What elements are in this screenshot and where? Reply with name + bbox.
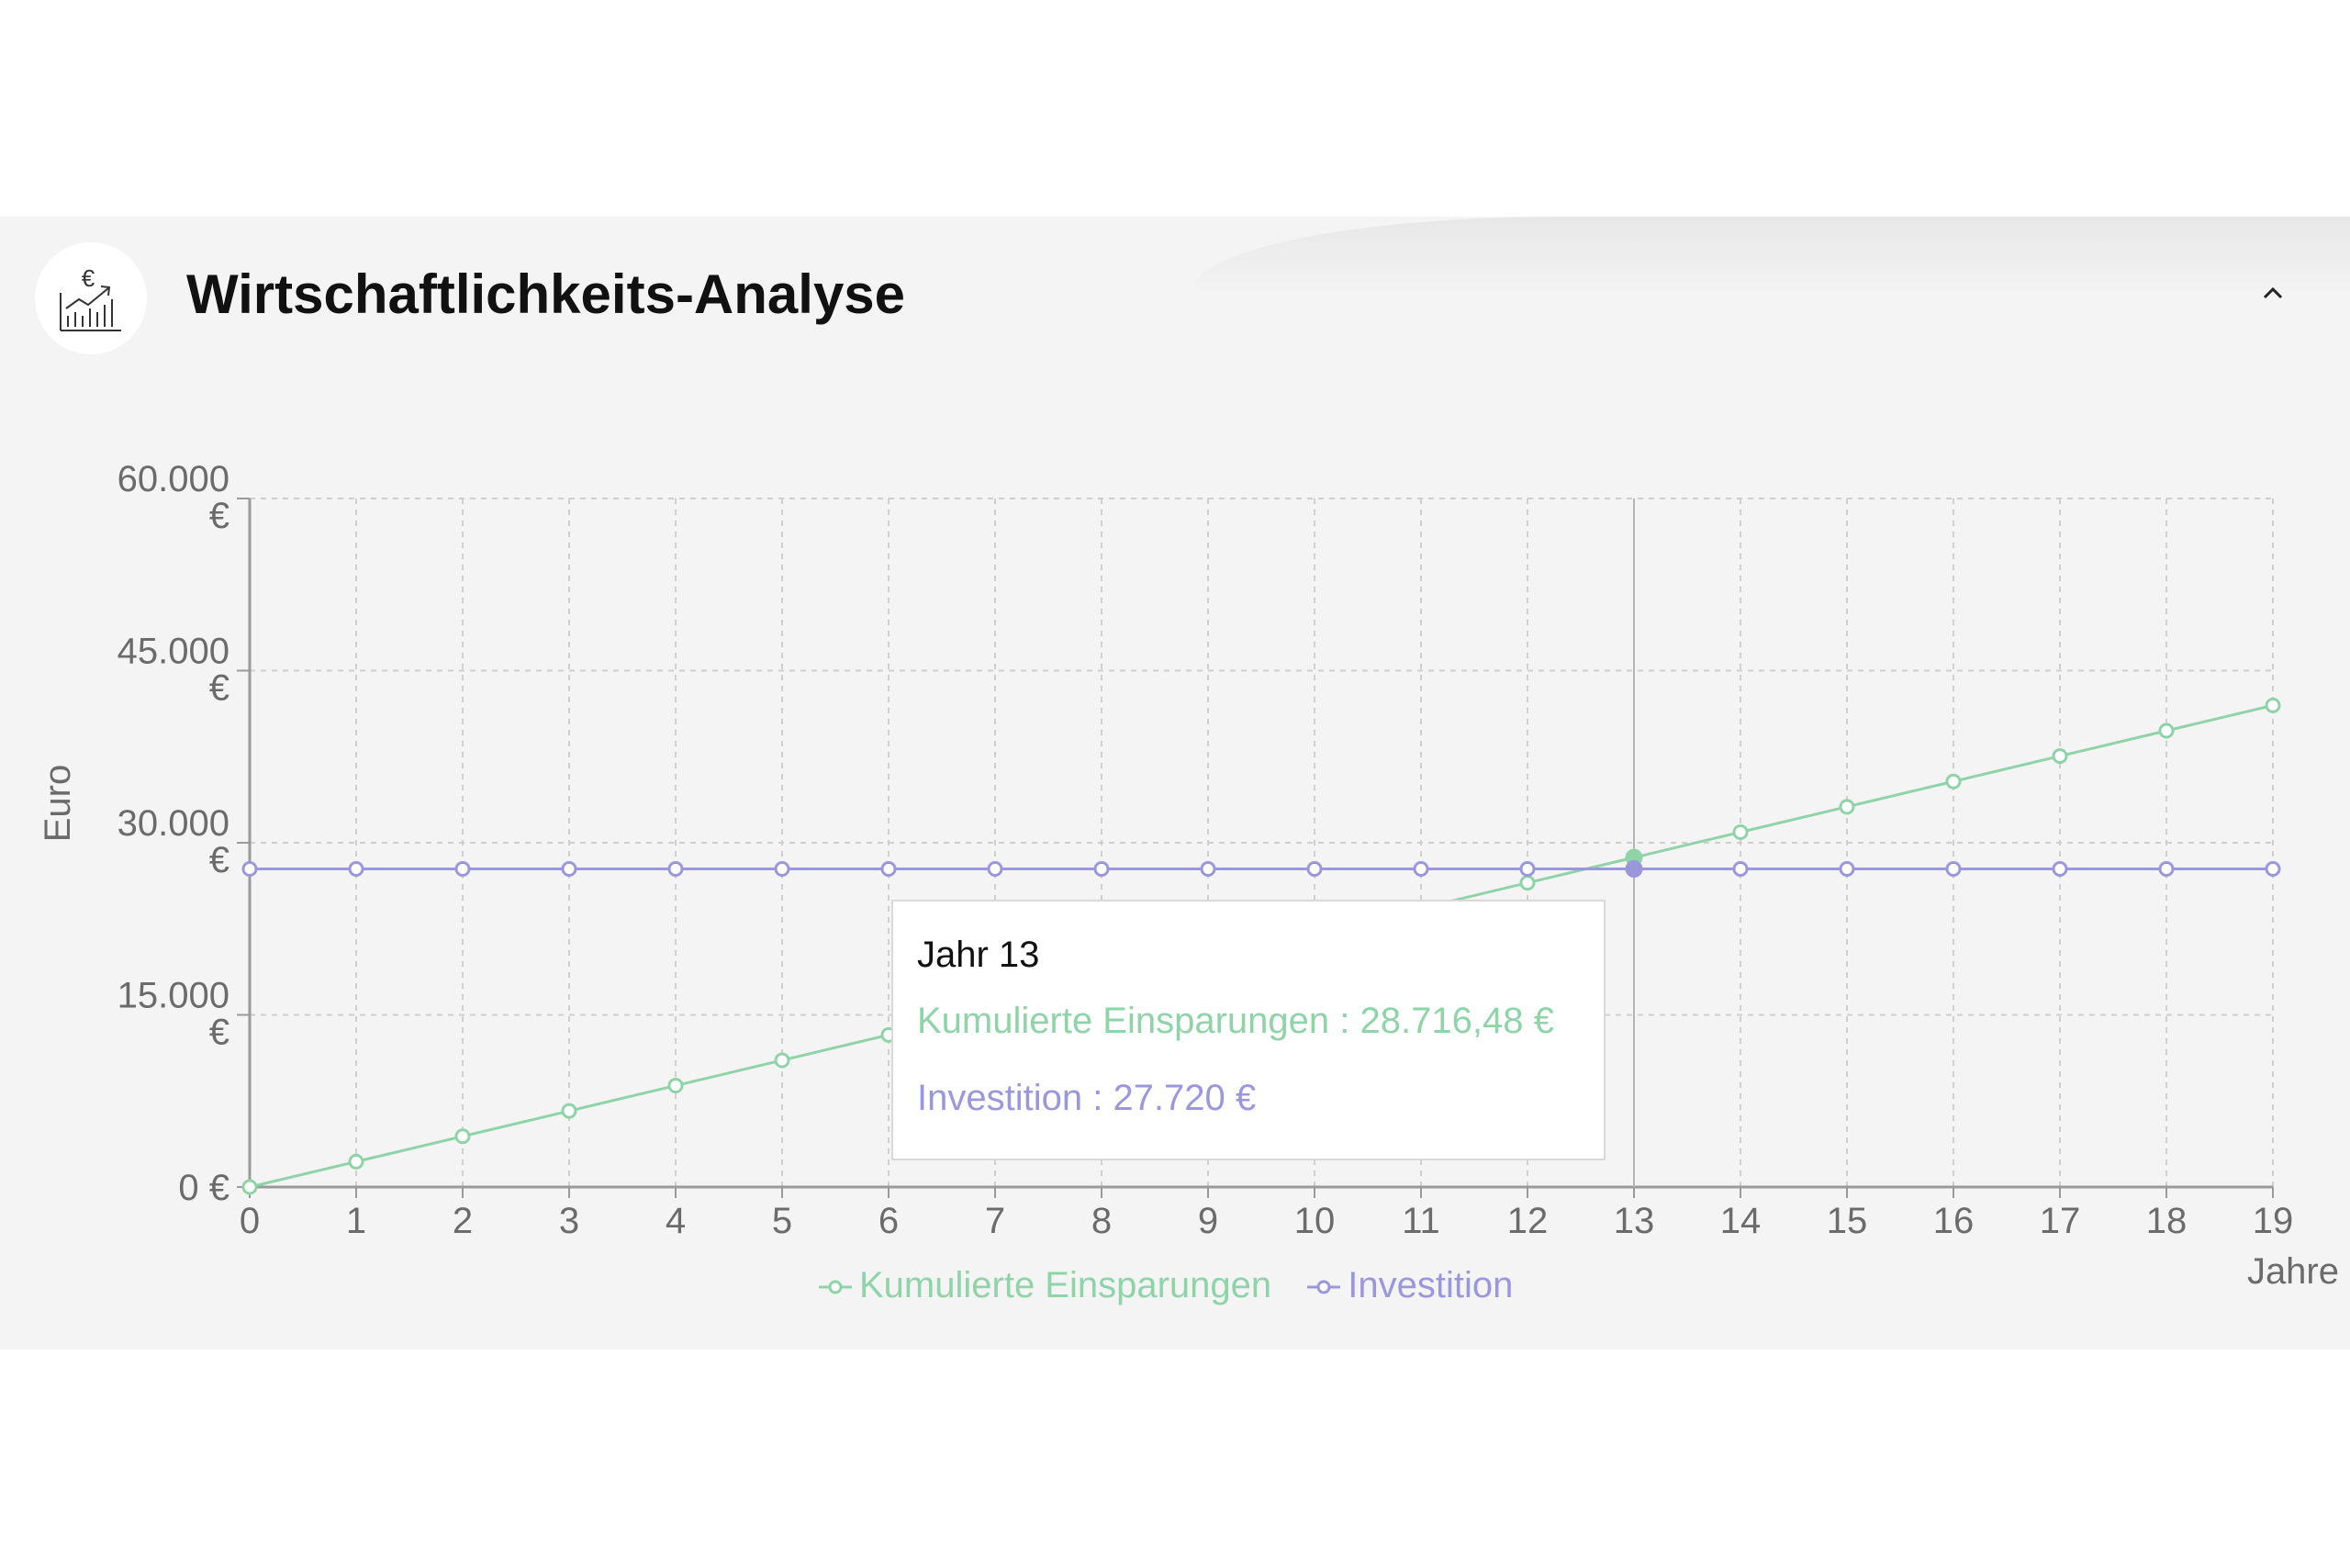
data-point (1519, 875, 1536, 891)
legend-label-savings: Kumulierte Einsparungen (859, 1265, 1272, 1305)
svg-text:€: € (82, 264, 95, 292)
collapse-button[interactable] (2253, 272, 2293, 312)
data-point (1519, 861, 1536, 877)
page-title: Wirtschaftlichkeits-Analyse (186, 263, 906, 325)
tooltip-title: Jahr 13 (917, 935, 1040, 975)
x-tick-label: 6 (878, 1201, 899, 1241)
data-point (667, 1078, 684, 1094)
data-point (1093, 861, 1110, 877)
data-point (2265, 697, 2281, 713)
chart-tooltip: Jahr 13 Kumulierte Einsparungen : 28.716… (891, 900, 1606, 1160)
chevron-up-icon (2263, 286, 2283, 299)
x-tick-label: 2 (453, 1201, 473, 1241)
data-point (1200, 861, 1216, 877)
data-point (1839, 861, 1855, 877)
x-tick-label: 19 (2253, 1201, 2294, 1241)
x-tick-label: 10 (1294, 1201, 1336, 1241)
x-tick-label: 15 (1827, 1201, 1868, 1241)
x-axis-title: Jahre (2247, 1251, 2339, 1292)
data-point (561, 861, 577, 877)
chart-legend: Kumulierte Einsparungen Investition (817, 1265, 1537, 1306)
data-point (241, 861, 258, 877)
y-tick-label: 0 € (178, 1168, 229, 1208)
legend-item-savings[interactable]: Kumulierte Einsparungen (817, 1265, 1271, 1306)
data-point (774, 861, 790, 877)
data-point (1306, 861, 1323, 877)
data-point (454, 1128, 471, 1145)
y-tick-label: 60.000 € (118, 459, 229, 536)
tooltip-row-savings: Kumulierte Einsparungen : 28.716,48 € (917, 1001, 1554, 1041)
data-point (667, 861, 684, 877)
x-tick-label: 16 (1933, 1201, 1975, 1241)
data-point (2052, 861, 2068, 877)
data-point (561, 1103, 577, 1119)
x-tick-label: 7 (985, 1201, 1005, 1241)
data-point (348, 861, 364, 877)
x-tick-label: 17 (2040, 1201, 2081, 1241)
data-point (2265, 861, 2281, 877)
x-tick-label: 12 (1507, 1201, 1549, 1241)
data-point (1732, 823, 1749, 840)
x-tick-label: 0 (240, 1201, 260, 1241)
legend-label-investment: Investition (1348, 1265, 1514, 1305)
y-tick-label: 15.000 € (118, 976, 229, 1053)
data-point (1945, 861, 1962, 877)
tooltip-row-investment: Investition : 27.720 € (917, 1078, 1257, 1118)
x-tick-label: 18 (2146, 1201, 2188, 1241)
x-tick-label: 5 (772, 1201, 792, 1241)
data-point (1413, 861, 1429, 877)
data-point (1839, 799, 1855, 815)
data-point (348, 1153, 364, 1170)
data-point (1732, 861, 1749, 877)
data-point (454, 861, 471, 877)
x-tick-label: 14 (1720, 1201, 1762, 1241)
data-point (2158, 861, 2175, 877)
x-tick-label: 11 (1402, 1201, 1440, 1241)
data-point (2158, 722, 2175, 739)
data-point (880, 861, 897, 877)
x-tick-label: 3 (559, 1201, 579, 1241)
x-tick-label: 1 (346, 1201, 366, 1241)
x-tick-label: 8 (1091, 1201, 1112, 1241)
x-tick-label: 9 (1198, 1201, 1218, 1241)
legend-line-marker-icon (819, 1280, 852, 1294)
y-tick-label: 45.000 € (118, 632, 229, 709)
chart-euro-icon: € (35, 242, 147, 354)
legend-line-marker-icon (1307, 1280, 1341, 1294)
y-tick-label: 30.000 € (118, 803, 229, 880)
x-tick-label: 13 (1614, 1201, 1655, 1241)
legend-item-investment[interactable]: Investition (1305, 1265, 1513, 1306)
x-tick-label: 4 (666, 1201, 686, 1241)
y-axis-title: Euro (38, 765, 78, 843)
data-point (241, 1179, 258, 1195)
data-point (987, 861, 1003, 877)
data-point (1945, 773, 1962, 790)
data-point (1625, 860, 1643, 878)
data-point (2052, 748, 2068, 765)
data-point (774, 1052, 790, 1069)
